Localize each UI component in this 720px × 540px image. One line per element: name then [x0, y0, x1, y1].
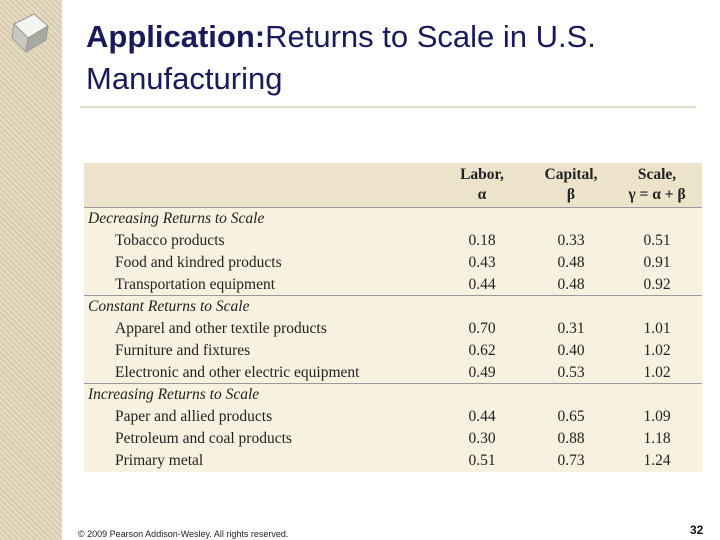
cell-value: 1.24: [643, 452, 671, 469]
title-bold: Application:: [86, 19, 266, 54]
table-header: Labor, α Capital, β Scale, γ = α + β: [84, 163, 702, 208]
group-name: Increasing Returns to Scale: [88, 386, 260, 403]
cell-value: 1.01: [643, 320, 671, 337]
cell-value: 0.44: [468, 276, 496, 293]
cell-value: 1.09: [643, 408, 671, 425]
group-row: Increasing Returns to Scale: [84, 384, 702, 406]
group-name: Constant Returns to Scale: [88, 298, 250, 315]
cell-value: 0.53: [557, 364, 585, 381]
cell-value: 0.91: [643, 254, 671, 271]
column-header: Capital, β: [526, 165, 616, 205]
cell-value: 0.65: [557, 408, 585, 425]
column-header: Scale, γ = α + β: [612, 165, 702, 205]
cell-value: 0.43: [468, 254, 496, 271]
header-line: γ = α + β: [628, 186, 686, 203]
header-line: Scale,: [637, 166, 677, 183]
page-number: 32: [690, 523, 704, 537]
table-row: Apparel and other textile products 0.70 0.…: [84, 318, 702, 340]
cell-value: 0.88: [557, 430, 585, 447]
cell-value: 0.48: [557, 276, 585, 293]
row-label: Transportation equipment: [115, 276, 276, 293]
group-row: Decreasing Returns to Scale: [84, 208, 702, 230]
title-rule: [80, 106, 696, 108]
cell-value: 1.02: [643, 364, 671, 381]
table-row: Furniture and fixtures 0.62 0.40 1.02: [84, 340, 702, 362]
cell-value: 0.48: [557, 254, 585, 271]
row-label: Primary metal: [115, 452, 204, 469]
decorative-strip: [0, 0, 62, 540]
cell-value: 0.49: [468, 364, 496, 381]
table-row: Transportation equipment 0.44 0.48 0.92: [84, 274, 702, 296]
row-label: Electronic and other electric equipment: [115, 364, 360, 381]
group-row: Constant Returns to Scale: [84, 296, 702, 318]
cell-value: 0.44: [468, 408, 496, 425]
row-label: Paper and allied products: [115, 408, 273, 425]
group-separator: [84, 383, 702, 384]
cell-value: 0.33: [557, 232, 585, 249]
group-separator: [84, 295, 702, 296]
header-line: β: [566, 186, 576, 203]
row-label: Petroleum and coal products: [115, 430, 292, 447]
cell-value: 0.51: [643, 232, 671, 249]
cell-value: 0.30: [468, 430, 496, 447]
slide-title: Application:Returns to Scale in U.S. Man…: [86, 16, 706, 100]
table-row: Primary metal 0.51 0.73 1.24: [84, 450, 702, 472]
table-row: Petroleum and coal products 0.30 0.88 1.18: [84, 428, 702, 450]
table-row: Paper and allied products 0.44 0.65 1.09: [84, 406, 702, 428]
cell-value: 0.18: [468, 232, 496, 249]
header-line: α: [477, 186, 487, 203]
row-label: Furniture and fixtures: [115, 342, 251, 359]
table-row: Electronic and other electric equipment 0…: [84, 362, 702, 384]
title-rest: Returns to Scale in U.S. Manufacturing: [86, 19, 596, 96]
cell-value: 0.92: [643, 276, 671, 293]
cell-value: 0.70: [468, 320, 496, 337]
header-line: Labor,: [460, 166, 504, 183]
row-label: Food and kindred products: [115, 254, 282, 271]
data-table: Labor, α Capital, β Scale, γ = α + β Decreasin…: [84, 163, 702, 472]
group-name: Decreasing Returns to Scale: [88, 210, 265, 227]
table-row: Food and kindred products 0.43 0.48 0.91: [84, 252, 702, 274]
cell-value: 1.18: [643, 430, 671, 447]
cell-value: 1.02: [643, 342, 671, 359]
copyright: © 2009 Pearson Addison-Wesley. All right…: [78, 529, 289, 539]
cell-value: 0.40: [557, 342, 585, 359]
row-label: Apparel and other textile products: [115, 320, 327, 337]
cell-value: 0.62: [468, 342, 496, 359]
cube-icon: [11, 13, 49, 54]
cell-value: 0.31: [557, 320, 585, 337]
table-row: Tobacco products 0.18 0.33 0.51: [84, 230, 702, 252]
header-line: Capital,: [544, 166, 598, 183]
column-header: Labor, α: [437, 165, 527, 205]
cell-value: 0.73: [557, 452, 585, 469]
row-label: Tobacco products: [115, 232, 225, 249]
cell-value: 0.51: [468, 452, 496, 469]
